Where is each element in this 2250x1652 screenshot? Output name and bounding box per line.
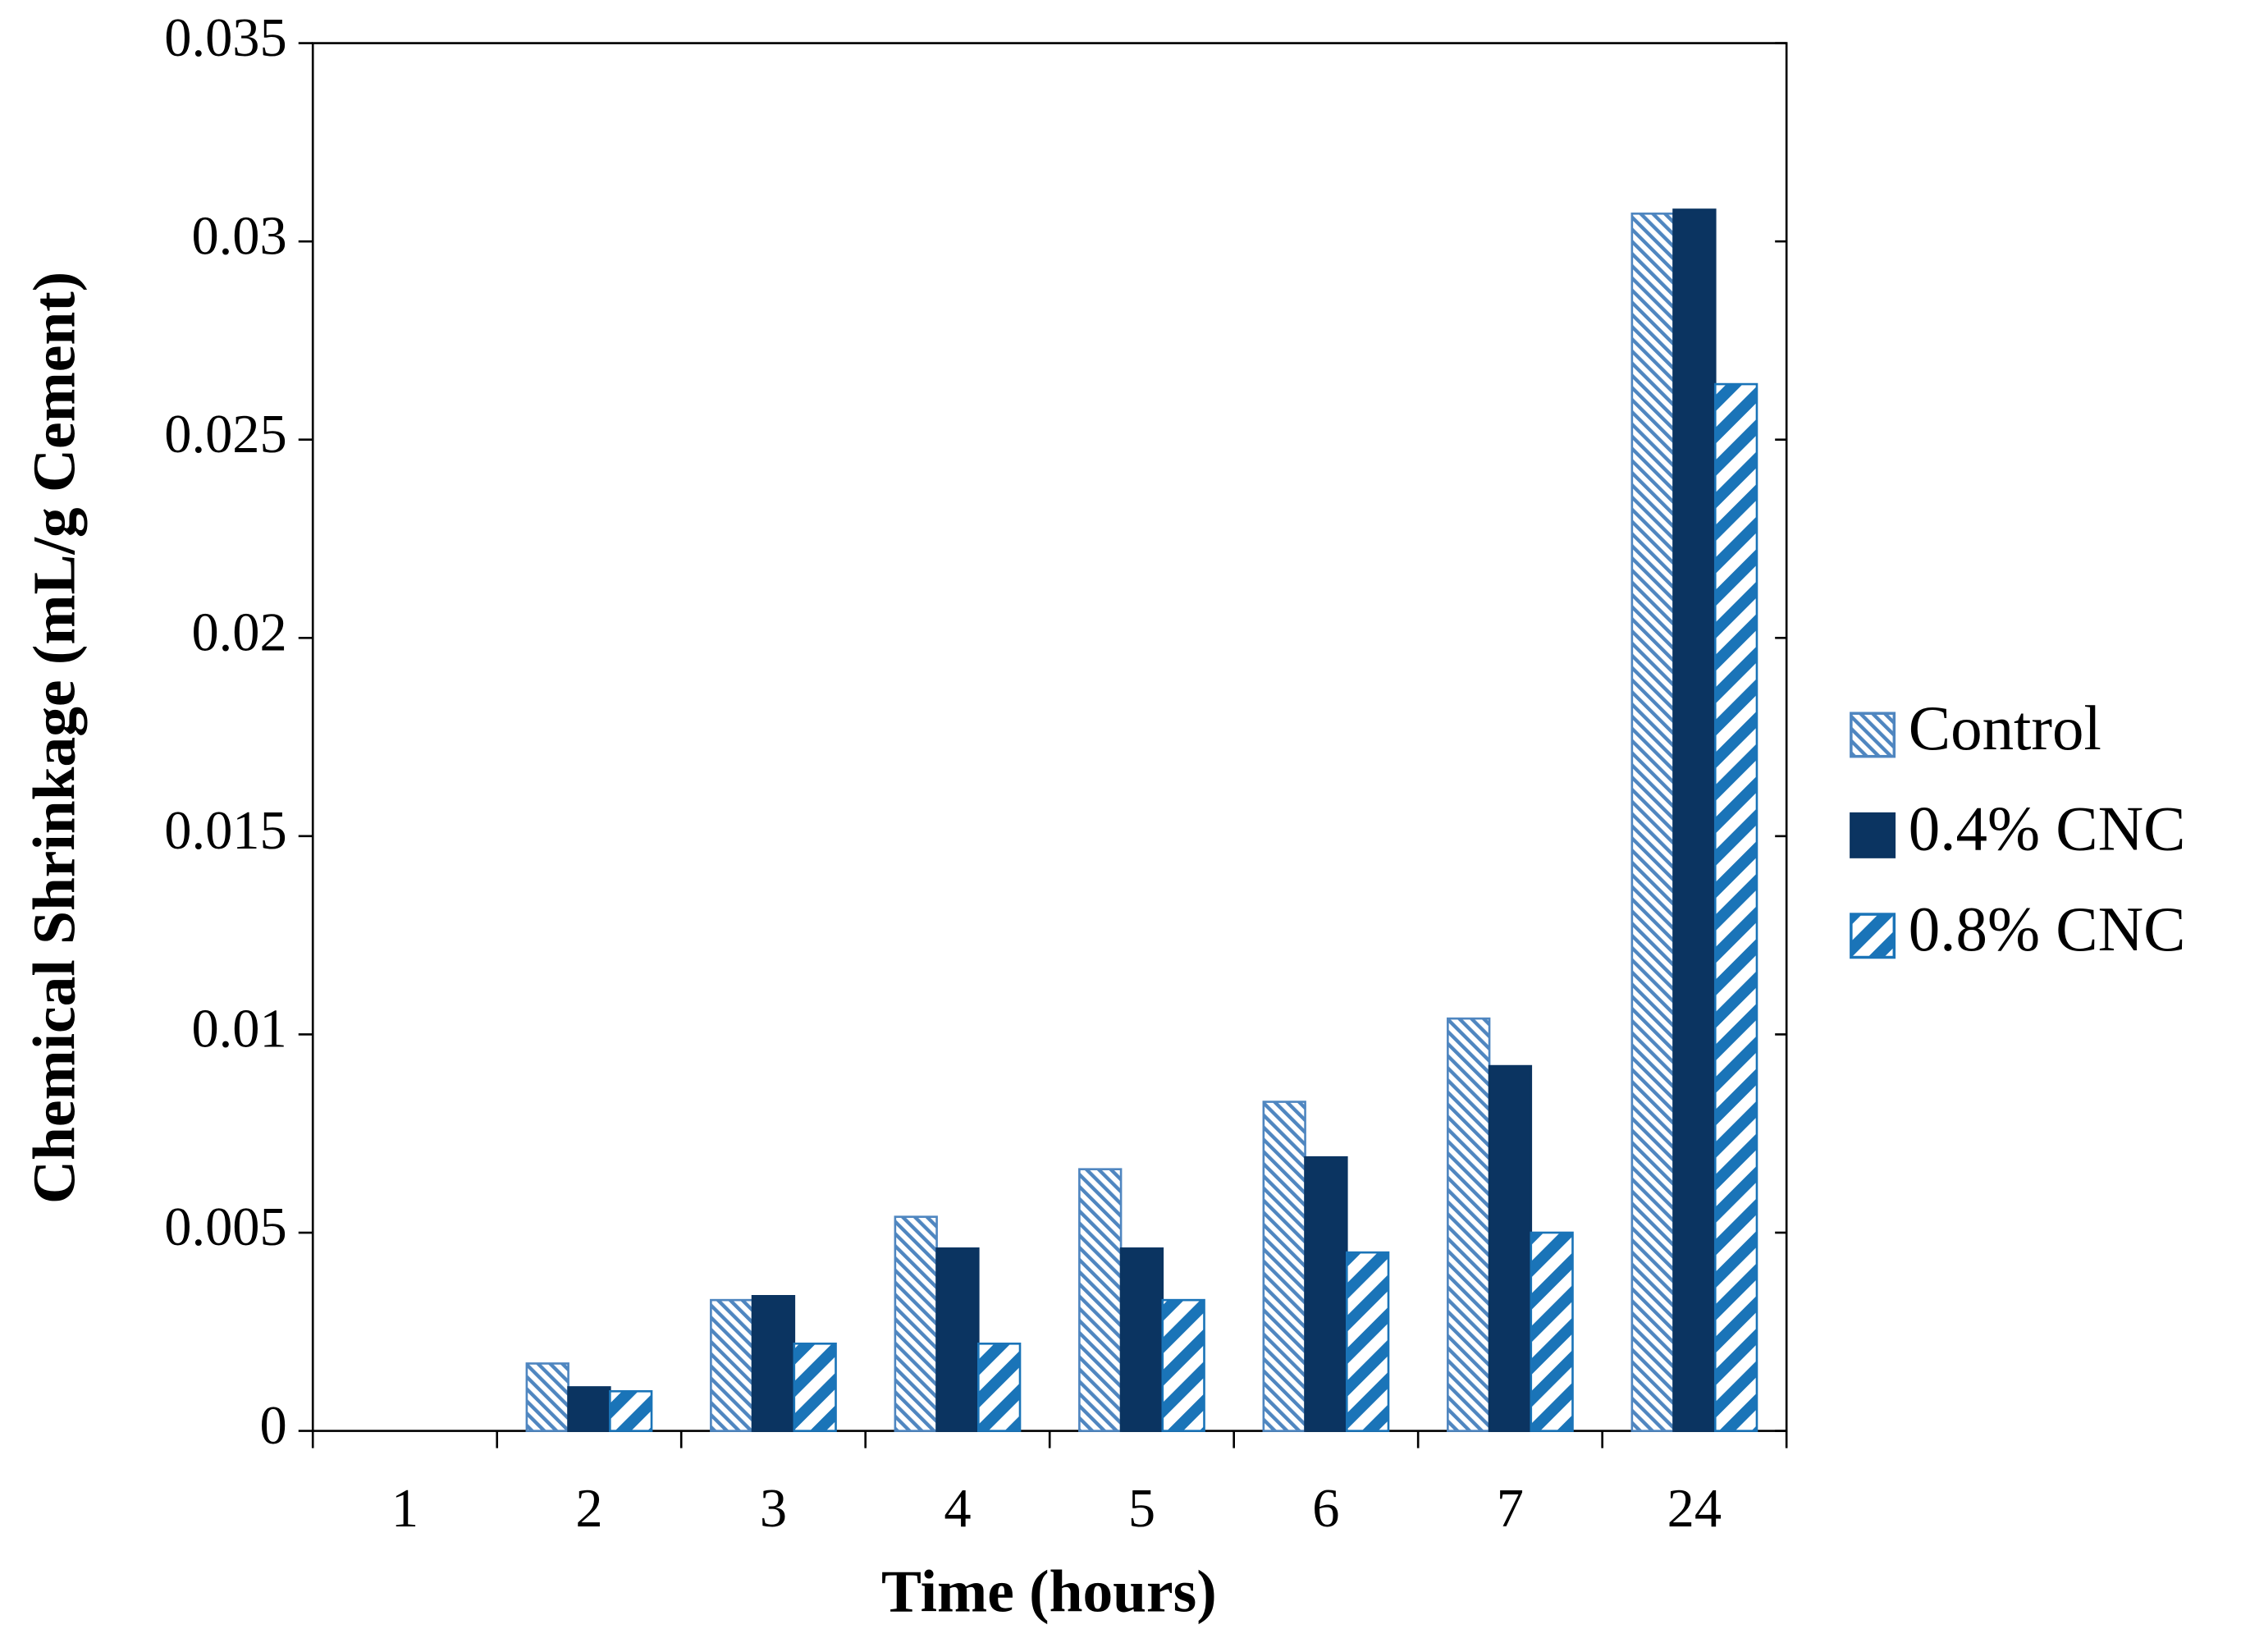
y-tick-label: 0.015 — [164, 801, 286, 861]
legend-swatch — [1850, 913, 1896, 959]
x-tick-label: 4 — [944, 1479, 971, 1539]
y-tick-label: 0.02 — [191, 603, 286, 663]
legend-label: 0.8% CNC — [1909, 894, 2186, 964]
bar — [935, 1247, 980, 1432]
bar — [609, 1389, 653, 1432]
x-tick-label: 24 — [1667, 1479, 1722, 1539]
y-tick-label: 0.005 — [164, 1197, 286, 1257]
plot-frame — [311, 42, 1788, 1432]
legend-swatch — [1850, 812, 1896, 858]
legend-label: Control — [1909, 693, 2101, 763]
x-tick-label: 1 — [391, 1479, 418, 1539]
y-tick-label: 0.035 — [164, 8, 286, 68]
bar — [1447, 1017, 1491, 1432]
x-tick-label: 7 — [1497, 1479, 1524, 1539]
bar — [1530, 1231, 1574, 1432]
x-tick-label: 6 — [1312, 1479, 1339, 1539]
legend-label: 0.4% CNC — [1909, 794, 2186, 864]
y-tick-label: 0.03 — [191, 206, 286, 266]
y-tick-label: 0.01 — [191, 1000, 286, 1059]
bar — [1672, 208, 1717, 1432]
bar — [1488, 1064, 1533, 1432]
bar — [1078, 1168, 1123, 1432]
x-tick-label: 2 — [575, 1479, 602, 1539]
bar — [1345, 1251, 1390, 1432]
y-axis-title: Chemical Shrinkage (mL/g Cement) — [21, 272, 87, 1204]
x-tick-label: 5 — [1128, 1479, 1155, 1539]
bar — [976, 1342, 1022, 1432]
bar — [894, 1215, 938, 1432]
bar — [793, 1342, 837, 1432]
bar — [1713, 382, 1758, 1432]
bar — [1161, 1298, 1205, 1432]
bar — [567, 1386, 611, 1432]
bar — [751, 1295, 796, 1432]
bar — [1304, 1155, 1348, 1432]
legend-swatch — [1850, 712, 1896, 758]
bar — [1119, 1247, 1164, 1432]
y-tick-label: 0 — [260, 1396, 287, 1456]
bar — [1630, 213, 1675, 1432]
bar — [710, 1298, 754, 1432]
y-tick-label: 0.025 — [164, 405, 286, 464]
x-axis-title: Time (hours) — [881, 1558, 1217, 1624]
bar — [1262, 1101, 1306, 1432]
x-tick-label: 3 — [760, 1479, 787, 1539]
bar — [525, 1362, 569, 1432]
